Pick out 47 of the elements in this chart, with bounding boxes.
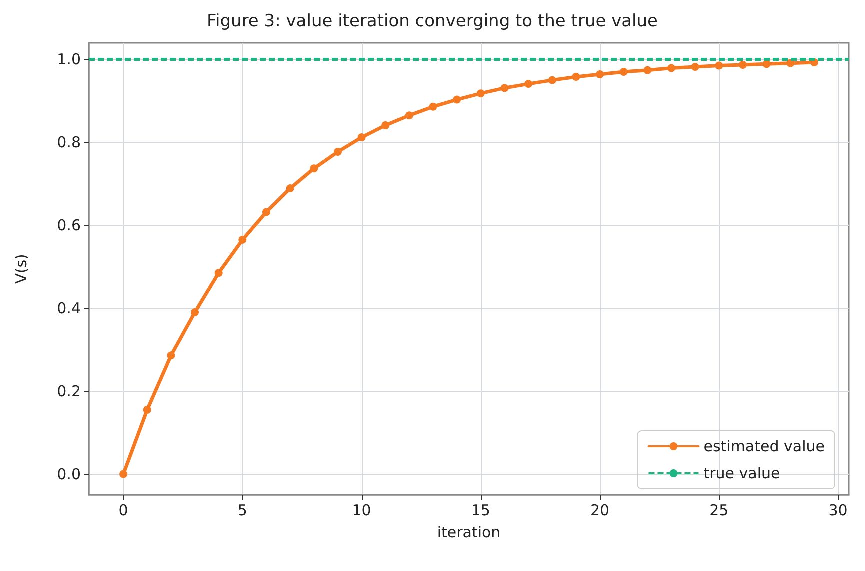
point xyxy=(214,269,223,278)
point xyxy=(334,148,342,156)
point xyxy=(358,134,366,142)
point xyxy=(691,63,700,72)
point xyxy=(620,68,628,76)
point xyxy=(238,236,247,244)
point xyxy=(644,66,652,74)
x-axis-title: iteration xyxy=(437,524,501,542)
point xyxy=(143,406,152,414)
x-tick-label: 30 xyxy=(828,502,848,520)
chart-title: Figure 3: value iteration converging to the true value xyxy=(206,12,658,32)
x-tick-label: 15 xyxy=(471,502,490,520)
x-tick-label: 20 xyxy=(590,502,610,520)
point xyxy=(548,76,556,84)
point xyxy=(738,60,747,69)
y-tick-label: 0.2 xyxy=(57,382,81,400)
x-tick-label: 0 xyxy=(118,502,128,520)
point xyxy=(429,102,438,111)
point xyxy=(191,308,200,317)
y-tick-label: 0.4 xyxy=(57,299,81,318)
y-tick-label: 0.8 xyxy=(57,134,81,152)
point xyxy=(262,208,270,216)
point xyxy=(786,59,795,68)
point xyxy=(167,352,176,360)
y-tick-label: 1.0 xyxy=(57,50,81,69)
point xyxy=(762,60,771,68)
point xyxy=(715,62,724,70)
point xyxy=(310,164,318,173)
point xyxy=(572,73,580,81)
point xyxy=(476,90,485,98)
point xyxy=(405,112,414,120)
point xyxy=(382,122,390,130)
point xyxy=(524,80,533,88)
point xyxy=(453,96,462,104)
x-tick-label: 10 xyxy=(352,502,372,520)
point xyxy=(120,470,128,478)
point xyxy=(286,184,294,193)
point xyxy=(596,70,604,79)
x-tick-label: 5 xyxy=(238,502,248,520)
y-tick-label: 0.0 xyxy=(57,465,81,484)
y-axis-title: V(s) xyxy=(12,254,30,284)
point xyxy=(500,84,509,92)
y-tick-label: 0.6 xyxy=(57,216,81,234)
legend-label: estimated value xyxy=(704,438,826,456)
legend-label: true value xyxy=(704,464,780,482)
point xyxy=(668,64,676,72)
x-tick-label: 25 xyxy=(710,502,729,520)
